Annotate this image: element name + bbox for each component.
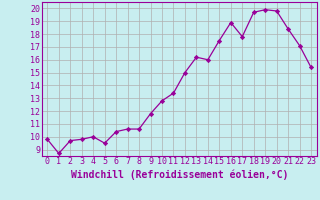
X-axis label: Windchill (Refroidissement éolien,°C): Windchill (Refroidissement éolien,°C) bbox=[70, 169, 288, 180]
